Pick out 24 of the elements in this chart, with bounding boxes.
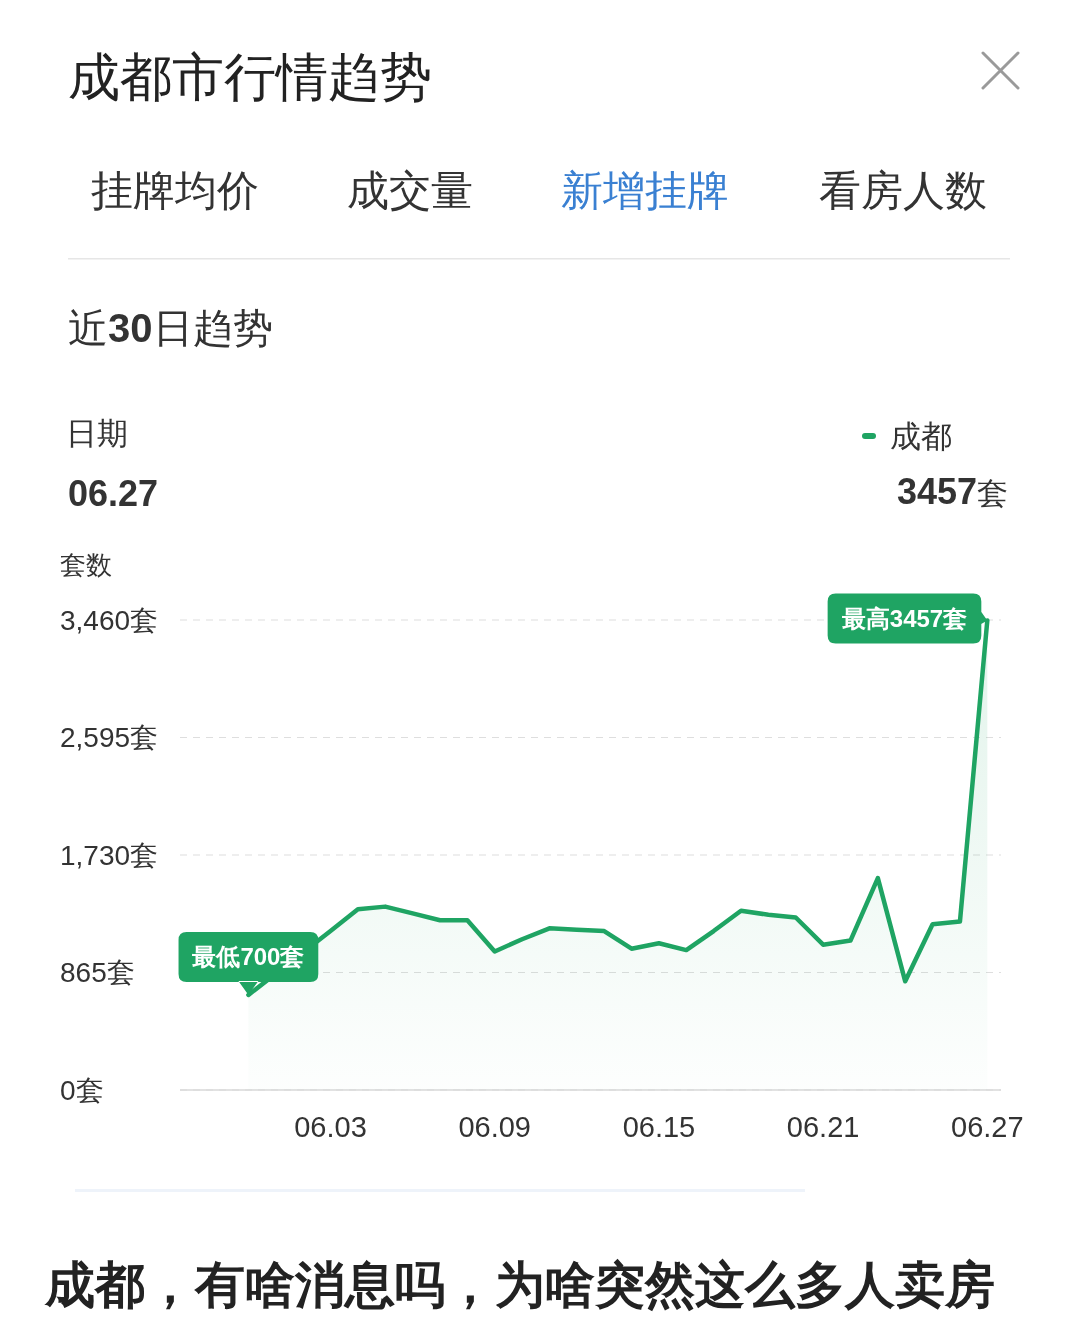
y-tick-label: 1,730套	[60, 839, 159, 871]
x-tick-label: 06.15	[622, 1111, 696, 1143]
y-tick-label: 2,595套	[60, 722, 159, 754]
x-tick-label: 06.03	[294, 1111, 367, 1143]
text: 06.27	[68, 473, 159, 514]
text: 日期	[66, 416, 128, 451]
text: 成都，有啥消息吗，为啥突然这么多人卖房	[44, 1257, 995, 1313]
y-tick-label: 865套	[60, 957, 135, 989]
legend-label: 成都	[890, 418, 952, 454]
y-tick-label: 3,460套	[60, 604, 159, 636]
annotation: 最低700套	[191, 943, 305, 971]
annotation: 最高3457套	[840, 604, 968, 632]
x-tick-label: 06.21	[786, 1111, 860, 1143]
x-tick-label: 06.27	[951, 1111, 1024, 1143]
text: 成交量	[347, 167, 473, 214]
chart-title: 成都市行情趋势	[68, 48, 432, 106]
text: 3457套	[896, 471, 1008, 512]
x-tick-label: 06.09	[458, 1111, 532, 1143]
text: 看房人数	[819, 167, 987, 214]
text: 挂牌均价	[91, 167, 259, 214]
y-axis-title: 套数	[60, 550, 112, 580]
text: 新增挂牌	[561, 167, 729, 214]
chart-subtitle: 近30日趋势	[68, 306, 273, 350]
y-tick-label: 0套	[60, 1074, 104, 1106]
